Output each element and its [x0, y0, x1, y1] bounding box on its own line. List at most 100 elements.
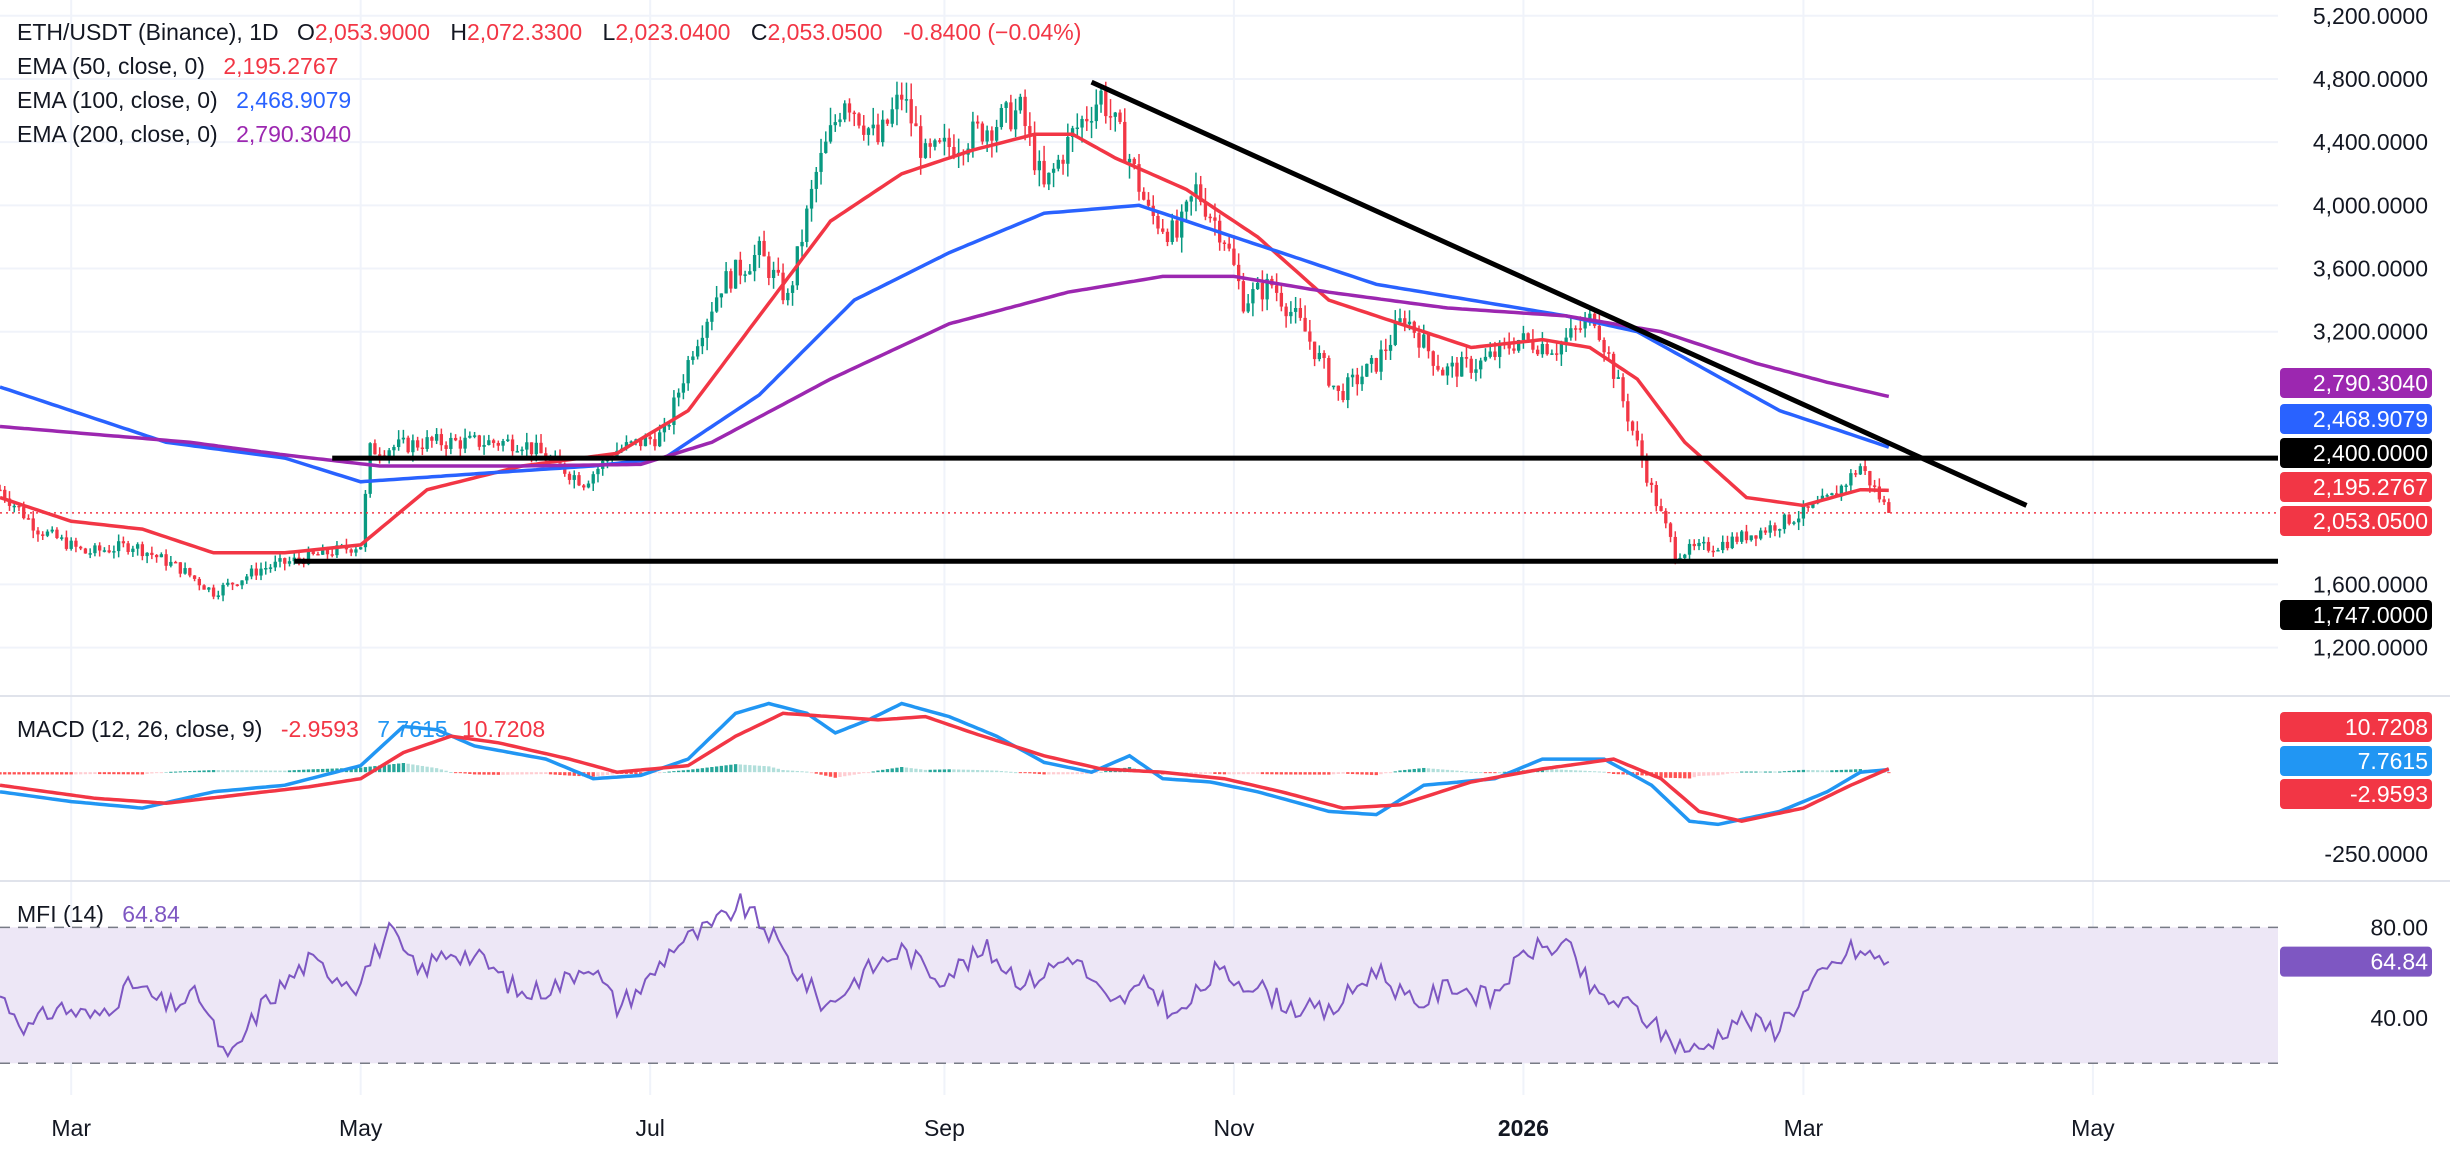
candle-body	[192, 575, 197, 579]
candle-body	[1844, 485, 1848, 487]
candle-body	[439, 434, 444, 446]
candle-body	[245, 576, 249, 581]
macd-histogram-bar	[3, 772, 7, 775]
candle-body	[871, 124, 875, 129]
candle-up	[1687, 539, 1692, 560]
candle-body	[643, 436, 648, 447]
candle-body	[1716, 550, 1720, 552]
macd-histogram-bar	[852, 772, 856, 775]
macd-histogram-bar	[1018, 772, 1023, 774]
candle-body	[0, 489, 2, 492]
candle-body	[1863, 466, 1867, 472]
candle-down	[1118, 109, 1122, 125]
candle-body	[1436, 365, 1440, 370]
candle-body	[1108, 116, 1113, 118]
macd-legend[interactable]: MACD (12, 26, close, 9) -2.9593 7.7615 1…	[17, 712, 557, 746]
macd-histogram-bar	[83, 772, 88, 775]
candle-down	[1341, 383, 1345, 403]
ema100-legend[interactable]: EMA (100, close, 0) 2,468.9079	[17, 83, 1093, 117]
candle-body	[1749, 535, 1753, 541]
candle-body	[354, 549, 358, 553]
candle-down	[74, 537, 78, 553]
candle-body	[1801, 506, 1806, 519]
candle-body	[975, 121, 980, 124]
macd-histogram-bar	[819, 772, 823, 775]
candle-up	[1075, 113, 1079, 136]
macd-histogram-bar	[676, 770, 681, 773]
candle-body	[1123, 121, 1127, 163]
candle-body	[994, 127, 999, 141]
candle-down	[1773, 522, 1777, 537]
candle-body	[952, 146, 956, 157]
macd-histogram-bar	[164, 771, 168, 773]
candle-down	[1355, 367, 1359, 396]
macd-histogram-bar	[1327, 772, 1331, 775]
macd-histogram-bar	[1721, 772, 1725, 775]
candle-body	[102, 550, 107, 552]
candle-body	[1274, 285, 1279, 293]
candle-down	[477, 434, 481, 451]
candle-up	[994, 119, 999, 153]
candle-down	[1165, 228, 1170, 247]
price-pane[interactable]	[0, 79, 2278, 602]
mfi-pane[interactable]	[0, 893, 2278, 1065]
macd-histogram-bar	[245, 770, 249, 773]
macd-histogram-bar	[1194, 772, 1198, 775]
candle-body	[1260, 282, 1265, 300]
candle-body	[990, 130, 994, 141]
macd-histogram-bar	[1336, 772, 1340, 774]
candle-body	[264, 568, 268, 570]
macd-histogram-bar	[1346, 772, 1350, 774]
macd-histogram-bar	[1725, 772, 1730, 774]
candle-body	[1583, 319, 1587, 329]
candle-body	[843, 103, 847, 120]
candle-down	[776, 257, 780, 276]
macd-histogram-bar	[88, 772, 92, 775]
candle-up	[1740, 529, 1744, 544]
mfi-legend[interactable]: MFI (14) 64.84	[17, 897, 192, 931]
candle-body	[1554, 353, 1559, 355]
macd-histogram-bar	[311, 769, 315, 773]
macd-pane[interactable]	[0, 701, 1891, 827]
candle-body	[700, 337, 705, 347]
candle-body	[311, 551, 315, 554]
ema200-legend[interactable]: EMA (200, close, 0) 2,790.3040	[17, 117, 1093, 151]
candle-up	[1037, 150, 1041, 187]
macd-histogram-bar	[1460, 771, 1464, 773]
macd-label: MACD (12, 26, close, 9)	[17, 716, 263, 742]
low-label: L	[602, 19, 616, 45]
macd-histogram-bar	[909, 768, 913, 773]
macd-histogram-bar	[226, 770, 230, 773]
macd-histogram-bar	[1654, 772, 1658, 777]
macd-histogram-bar	[1289, 772, 1293, 775]
candle-body	[1649, 482, 1654, 485]
macd-histogram-bar	[439, 769, 444, 773]
candle-up	[1388, 334, 1393, 361]
time-axis[interactable]: Mar May Jul Sep Nov 2026 Mar May	[51, 1115, 2115, 1141]
macd-histogram-bar	[273, 770, 277, 773]
candle-up	[1289, 301, 1293, 324]
candle-body	[681, 383, 686, 393]
candle-up	[819, 138, 823, 185]
macd-histogram-bar	[211, 770, 216, 773]
macd-histogram-bar	[55, 772, 59, 775]
ema50-legend[interactable]: EMA (50, close, 0) 2,195.2767	[17, 49, 1093, 83]
candle-up	[748, 264, 752, 275]
candle-body	[743, 274, 747, 276]
candle-down	[1284, 303, 1288, 328]
macd-histogram-bar	[1436, 769, 1440, 773]
candle-down	[173, 560, 178, 564]
price-axis[interactable]: 5,200.0000 4,800.0000 4,400.0000 4,000.0000…	[2313, 3, 2428, 1031]
candle-body	[368, 443, 372, 494]
candle-down	[1237, 253, 1241, 290]
macd-histogram-bar	[259, 770, 263, 773]
macd-histogram-bar	[1740, 771, 1744, 773]
candle-down	[1322, 350, 1326, 369]
candle-body	[658, 432, 662, 447]
macd-histogram-bar	[800, 771, 804, 773]
candle-body	[1744, 531, 1749, 541]
candle-down	[1649, 478, 1654, 493]
candle-body	[453, 437, 458, 441]
symbol-title[interactable]: ETH/USDT (Binance), 1D	[17, 19, 279, 45]
